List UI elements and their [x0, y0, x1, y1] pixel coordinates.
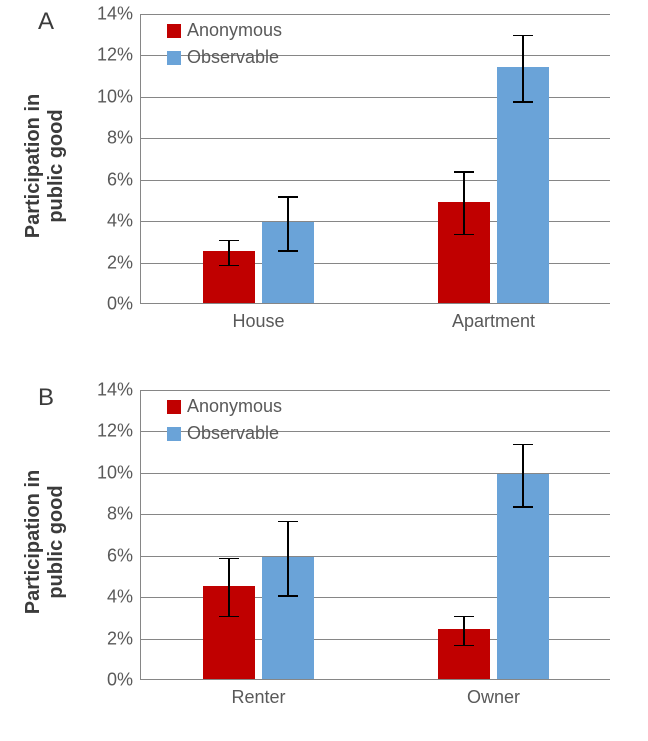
y-axis-title: Participation inpublic good — [22, 56, 68, 276]
plot-area: 0%2%4%6%8%10%12%14%RenterOwnerAnonymousO… — [140, 390, 610, 680]
panel-label-A: A — [38, 8, 54, 36]
x-category-label: House — [232, 303, 284, 332]
legend-entry: Anonymous — [167, 396, 282, 417]
error-cap — [219, 558, 239, 560]
y-tick-label: 14% — [97, 380, 141, 401]
error-cap — [454, 234, 474, 236]
y-tick-label: 6% — [107, 169, 141, 190]
y-tick-label: 0% — [107, 670, 141, 691]
error-cap — [454, 645, 474, 647]
error-cap — [278, 595, 298, 597]
figure: AParticipation inpublic good0%2%4%6%8%10… — [0, 0, 648, 741]
gridline — [141, 14, 610, 15]
error-cap — [278, 196, 298, 198]
y-tick-label: 8% — [107, 128, 141, 149]
y-tick-label: 2% — [107, 628, 141, 649]
x-category-label: Owner — [467, 679, 520, 708]
error-cap — [219, 240, 239, 242]
error-bar — [522, 444, 524, 506]
panel-B: BParticipation inpublic good0%2%4%6%8%10… — [0, 390, 648, 730]
legend: Anonymous Observable — [167, 20, 282, 74]
y-tick-label: 10% — [97, 462, 141, 483]
legend-entry: Anonymous — [167, 20, 282, 41]
error-cap — [278, 250, 298, 252]
plot-area: 0%2%4%6%8%10%12%14%HouseApartmentAnonymo… — [140, 14, 610, 304]
error-cap — [454, 171, 474, 173]
y-tick-label: 10% — [97, 86, 141, 107]
legend-swatch — [167, 427, 181, 441]
error-bar — [522, 35, 524, 101]
error-bar — [287, 521, 289, 596]
y-tick-label: 14% — [97, 4, 141, 25]
error-bar — [228, 558, 230, 616]
legend: Anonymous Observable — [167, 396, 282, 450]
error-cap — [513, 444, 533, 446]
error-bar — [463, 171, 465, 233]
legend-entry: Observable — [167, 47, 282, 68]
y-tick-label: 0% — [107, 294, 141, 315]
error-cap — [219, 265, 239, 267]
y-tick-label: 4% — [107, 211, 141, 232]
legend-label: Observable — [187, 423, 279, 444]
legend-swatch — [167, 400, 181, 414]
error-cap — [219, 616, 239, 618]
y-tick-label: 12% — [97, 45, 141, 66]
y-axis-title-line1: Participation in — [22, 432, 45, 652]
y-axis-title-line2: public good — [45, 432, 68, 652]
error-cap — [513, 506, 533, 508]
y-tick-label: 6% — [107, 545, 141, 566]
y-axis-title-line2: public good — [45, 56, 68, 276]
error-bar — [463, 616, 465, 645]
error-cap — [513, 101, 533, 103]
gridline — [141, 390, 610, 391]
legend-label: Anonymous — [187, 20, 282, 41]
y-axis-title-line1: Participation in — [22, 56, 45, 276]
legend-label: Observable — [187, 47, 279, 68]
error-bar — [287, 196, 289, 250]
legend-swatch — [167, 51, 181, 65]
legend-entry: Observable — [167, 423, 282, 444]
panel-label-B: B — [38, 384, 54, 412]
y-tick-label: 4% — [107, 587, 141, 608]
legend-label: Anonymous — [187, 396, 282, 417]
y-tick-label: 8% — [107, 504, 141, 525]
y-tick-label: 12% — [97, 421, 141, 442]
y-axis-title: Participation inpublic good — [22, 432, 68, 652]
legend-swatch — [167, 24, 181, 38]
error-cap — [454, 616, 474, 618]
error-cap — [278, 521, 298, 523]
x-category-label: Apartment — [452, 303, 535, 332]
error-cap — [513, 35, 533, 37]
x-category-label: Renter — [231, 679, 285, 708]
panel-A: AParticipation inpublic good0%2%4%6%8%10… — [0, 14, 648, 354]
y-tick-label: 2% — [107, 252, 141, 273]
error-bar — [228, 240, 230, 265]
